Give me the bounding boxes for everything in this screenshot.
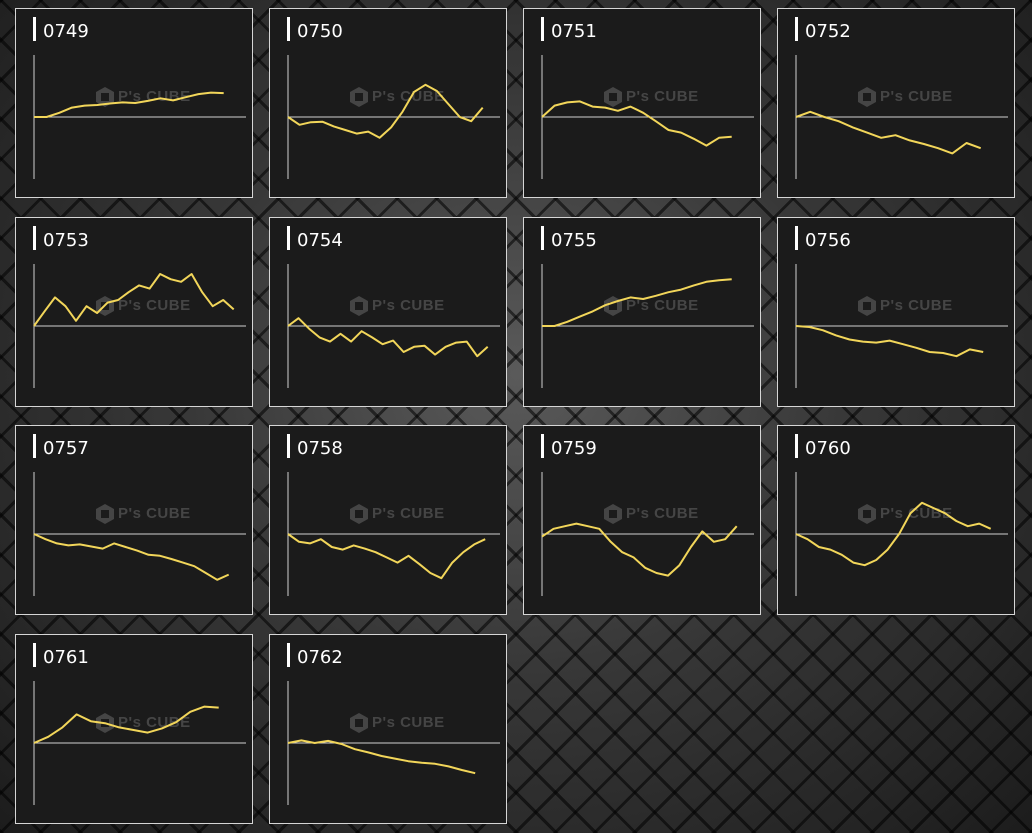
chart-panel[interactable]: 0754 P's CUBE — [269, 217, 507, 407]
series-line — [33, 533, 230, 581]
chart-panel[interactable]: 0761 P's CUBE — [15, 634, 253, 824]
series-line — [34, 91, 224, 118]
series-line — [795, 110, 982, 155]
chart-panel[interactable]: 0762 P's CUBE — [269, 634, 507, 824]
chart-panel[interactable]: 0760 P's CUBE — [777, 425, 1015, 615]
chart-plot — [795, 472, 1008, 596]
chart-title: 0752 — [805, 21, 851, 42]
chart-plot — [541, 55, 754, 179]
series-line — [33, 273, 235, 327]
chart-plot — [33, 472, 246, 596]
chart-plot — [33, 681, 246, 805]
chart-plot — [541, 472, 754, 596]
title-marker — [795, 434, 798, 458]
chart-plot — [287, 55, 500, 179]
title-marker — [33, 434, 36, 458]
series-line — [287, 83, 484, 139]
chart-panel[interactable]: 0751 P's CUBE — [523, 8, 761, 198]
chart-plot — [33, 55, 246, 179]
title-marker — [541, 434, 544, 458]
chart-title: 0749 — [43, 21, 89, 42]
chart-title: 0760 — [805, 438, 851, 459]
title-marker — [795, 226, 798, 250]
chart-panel[interactable]: 0759 P's CUBE — [523, 425, 761, 615]
series-line — [287, 533, 486, 580]
chart-title: 0753 — [43, 230, 89, 251]
chart-panel[interactable]: 0750 P's CUBE — [269, 8, 507, 198]
chart-title: 0750 — [297, 21, 343, 42]
series-line — [541, 100, 732, 147]
title-marker — [541, 17, 544, 41]
chart-title: 0757 — [43, 438, 89, 459]
chart-plot — [287, 264, 500, 388]
series-line — [287, 739, 476, 775]
chart-title: 0762 — [297, 647, 343, 668]
title-marker — [287, 17, 290, 41]
chart-panel[interactable]: 0756 P's CUBE — [777, 217, 1015, 407]
title-marker — [795, 17, 798, 41]
chart-title: 0754 — [297, 230, 343, 251]
series-line — [542, 278, 732, 327]
chart-plot — [541, 264, 754, 388]
title-marker — [287, 226, 290, 250]
chart-panel[interactable]: 0758 P's CUBE — [269, 425, 507, 615]
chart-title: 0756 — [805, 230, 851, 251]
title-marker — [287, 434, 290, 458]
series-line — [33, 705, 219, 744]
chart-panel[interactable]: 0755 P's CUBE — [523, 217, 761, 407]
title-marker — [287, 643, 290, 667]
title-marker — [33, 643, 36, 667]
chart-panel[interactable]: 0752 P's CUBE — [777, 8, 1015, 198]
chart-plot — [795, 264, 1008, 388]
chart-plot — [33, 264, 246, 388]
chart-title: 0758 — [297, 438, 343, 459]
series-line — [287, 317, 489, 358]
title-marker — [541, 226, 544, 250]
chart-panel[interactable]: 0757 P's CUBE — [15, 425, 253, 615]
title-marker — [33, 17, 36, 41]
chart-title: 0759 — [551, 438, 597, 459]
series-line — [541, 522, 738, 577]
chart-title: 0751 — [551, 21, 597, 42]
title-marker — [33, 226, 36, 250]
chart-panel[interactable]: 0753 P's CUBE — [15, 217, 253, 407]
chart-panel[interactable]: 0749 P's CUBE — [15, 8, 253, 198]
series-line — [795, 501, 992, 567]
chart-title: 0761 — [43, 647, 89, 668]
series-line — [795, 325, 984, 358]
chart-plot — [287, 681, 500, 805]
chart-title: 0755 — [551, 230, 597, 251]
chart-plot — [795, 55, 1008, 179]
chart-plot — [287, 472, 500, 596]
